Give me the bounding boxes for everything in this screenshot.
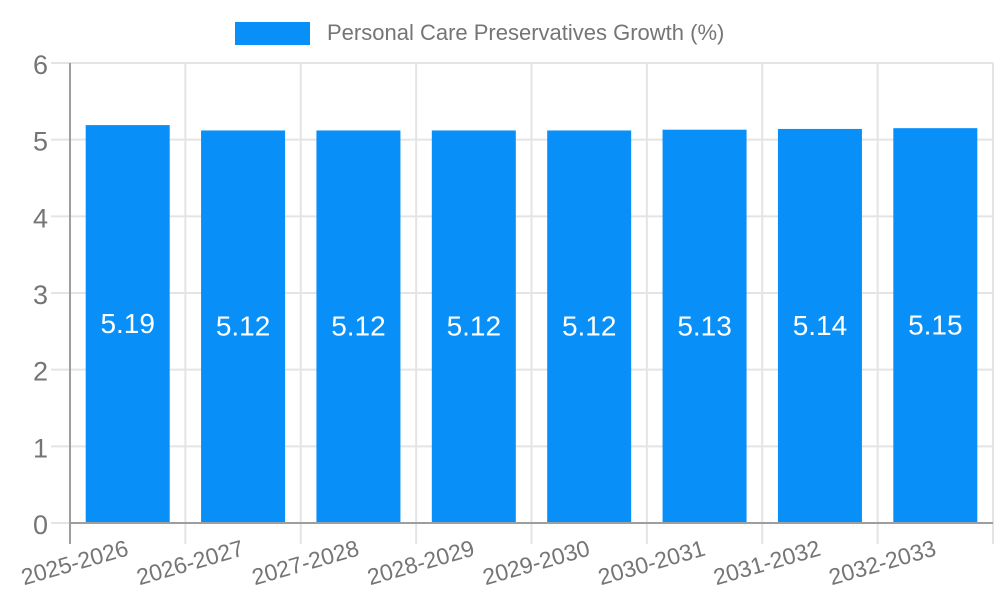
x-axis-tick-label: 2032-2033 xyxy=(826,535,939,590)
bar xyxy=(662,129,747,522)
y-axis-tick-label: 4 xyxy=(33,203,48,233)
x-axis-tick-label: 2030-2031 xyxy=(595,535,708,590)
y-axis-tick-label: 3 xyxy=(33,280,48,310)
chart-legend-item[interactable]: Personal Care Preservatives Growth (%) xyxy=(235,20,724,46)
x-axis-tick-label: 2031-2032 xyxy=(710,535,823,590)
y-axis-tick-label: 6 xyxy=(33,50,48,80)
bar xyxy=(431,130,516,522)
bar xyxy=(201,130,286,522)
bar-value-label: 5.13 xyxy=(677,310,732,341)
bar-value-label: 5.12 xyxy=(331,311,386,342)
x-axis-tick-label: 2028-2029 xyxy=(364,535,477,590)
bar-value-label: 5.12 xyxy=(562,311,617,342)
x-axis-tick-label: 2029-2030 xyxy=(480,535,593,590)
bar-value-label: 5.19 xyxy=(100,308,155,339)
legend-swatch xyxy=(235,21,310,45)
y-axis-tick-label: 1 xyxy=(33,433,48,463)
x-axis-tick-label: 2026-2027 xyxy=(134,535,247,590)
bar xyxy=(316,130,401,522)
bar-value-label: 5.14 xyxy=(793,310,848,341)
bar xyxy=(547,130,632,522)
y-axis-tick-label: 5 xyxy=(33,127,48,157)
x-axis-tick-label: 2027-2028 xyxy=(249,535,362,590)
bar-value-label: 5.12 xyxy=(447,311,502,342)
bar-value-label: 5.15 xyxy=(908,310,963,341)
y-axis-tick-label: 0 xyxy=(33,510,48,540)
bar-value-label: 5.12 xyxy=(216,311,271,342)
x-axis-tick-label: 2025-2026 xyxy=(18,535,131,590)
bar xyxy=(85,125,170,522)
bar xyxy=(777,128,862,522)
bar xyxy=(893,128,978,522)
y-axis-tick-label: 2 xyxy=(33,357,48,387)
legend-label: Personal Care Preservatives Growth (%) xyxy=(327,20,725,45)
